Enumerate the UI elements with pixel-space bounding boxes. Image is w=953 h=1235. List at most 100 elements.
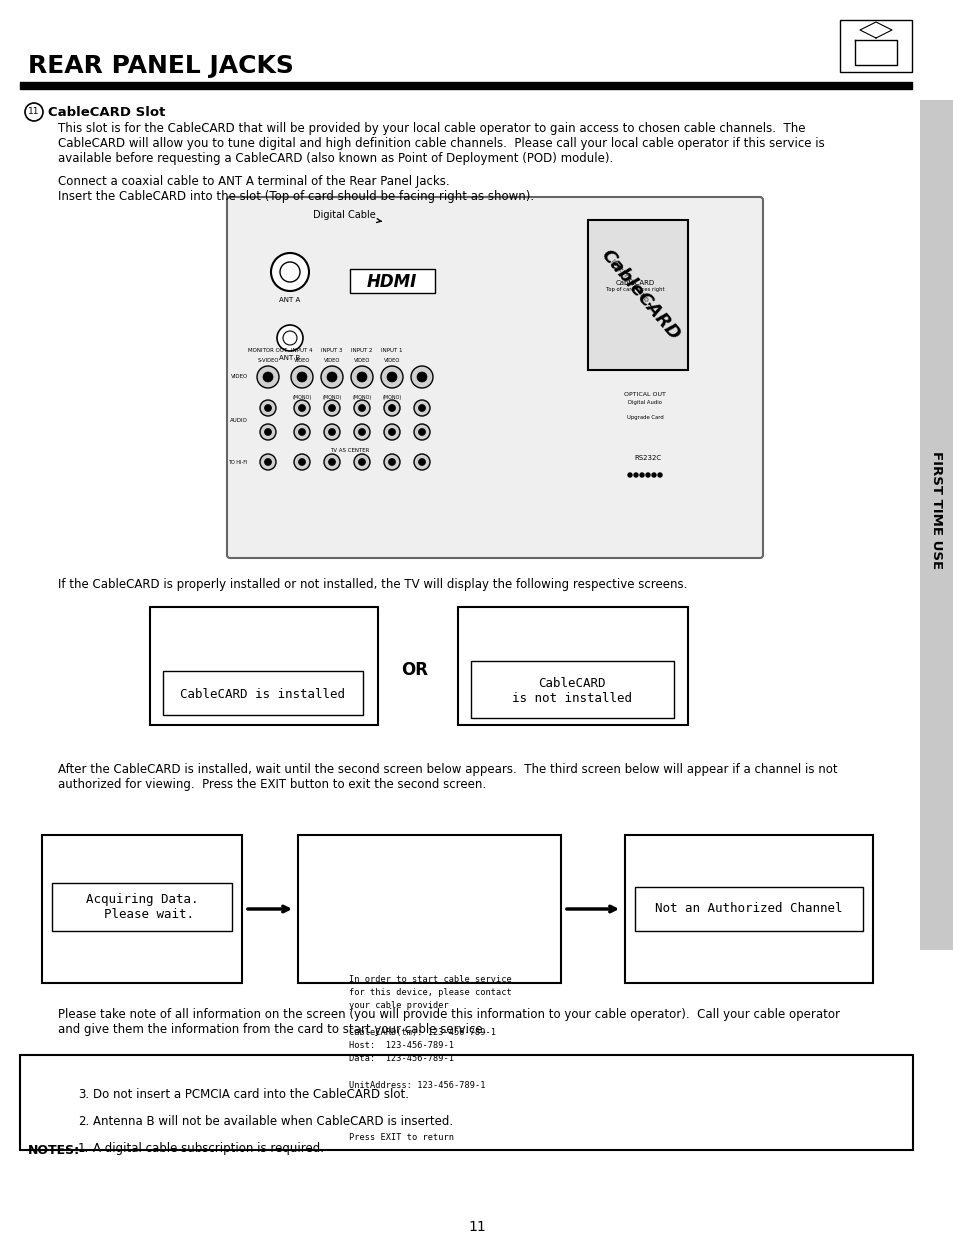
Text: CableCARD: CableCARD <box>597 246 682 343</box>
Circle shape <box>418 405 425 411</box>
Text: 2.: 2. <box>78 1115 90 1128</box>
FancyBboxPatch shape <box>635 887 862 931</box>
Circle shape <box>418 429 425 436</box>
Text: In order to start cable service
for this device, please contact
your cable provi: In order to start cable service for this… <box>348 974 511 1142</box>
Text: INPUT 1: INPUT 1 <box>381 348 402 353</box>
Circle shape <box>388 429 395 436</box>
Circle shape <box>263 372 273 382</box>
Circle shape <box>418 458 425 466</box>
Text: After the CableCARD is installed, wait until the second screen below appears.  T: After the CableCARD is installed, wait u… <box>58 763 837 790</box>
Text: S-VIDEO: S-VIDEO <box>257 358 278 363</box>
Text: TV AS CENTER: TV AS CENTER <box>330 448 370 453</box>
Circle shape <box>384 424 399 440</box>
Text: VIDEO: VIDEO <box>383 358 399 363</box>
Circle shape <box>411 366 433 388</box>
Text: CableCARD is installed: CableCARD is installed <box>180 688 345 701</box>
Text: (MONO): (MONO) <box>292 395 312 400</box>
Circle shape <box>354 400 370 416</box>
Circle shape <box>298 429 305 436</box>
Circle shape <box>264 429 272 436</box>
Text: Digital Cable: Digital Cable <box>313 210 381 222</box>
Text: MONITOR OUT: MONITOR OUT <box>248 348 287 353</box>
Circle shape <box>358 458 365 466</box>
Circle shape <box>388 405 395 411</box>
Circle shape <box>384 454 399 471</box>
Text: Acquiring Data.
  Please wait.: Acquiring Data. Please wait. <box>86 893 198 921</box>
Text: HDMI: HDMI <box>367 273 416 291</box>
Text: A digital cable subscription is required.: A digital cable subscription is required… <box>92 1142 324 1155</box>
Circle shape <box>271 253 309 291</box>
Text: Top of card faces right: Top of card faces right <box>605 287 663 291</box>
Circle shape <box>298 458 305 466</box>
Circle shape <box>354 424 370 440</box>
Circle shape <box>414 424 430 440</box>
Text: (MONO): (MONO) <box>322 395 341 400</box>
FancyBboxPatch shape <box>587 220 687 370</box>
Text: VIDEO: VIDEO <box>231 374 248 379</box>
Circle shape <box>414 400 430 416</box>
Circle shape <box>260 424 275 440</box>
Circle shape <box>358 405 365 411</box>
Text: 11: 11 <box>29 107 40 116</box>
Circle shape <box>324 424 339 440</box>
Text: CableCARD Slot: CableCARD Slot <box>48 106 165 119</box>
Circle shape <box>298 405 305 411</box>
Circle shape <box>627 473 631 477</box>
Circle shape <box>414 454 430 471</box>
Text: ANT B: ANT B <box>279 354 300 361</box>
Circle shape <box>384 400 399 416</box>
Circle shape <box>358 429 365 436</box>
Text: VIDEO: VIDEO <box>323 358 340 363</box>
Text: INPUT 3: INPUT 3 <box>321 348 342 353</box>
FancyBboxPatch shape <box>457 606 687 725</box>
FancyBboxPatch shape <box>471 661 673 718</box>
Text: Do not insert a PCMCIA card into the CableCARD slot.: Do not insert a PCMCIA card into the Cab… <box>92 1088 409 1100</box>
Text: Antenna B will not be available when CableCARD is inserted.: Antenna B will not be available when Cab… <box>92 1115 453 1128</box>
Circle shape <box>324 400 339 416</box>
FancyBboxPatch shape <box>919 100 953 950</box>
Text: TO HI-FI: TO HI-FI <box>229 459 248 464</box>
Circle shape <box>260 400 275 416</box>
Circle shape <box>294 400 310 416</box>
Circle shape <box>264 405 272 411</box>
FancyBboxPatch shape <box>42 835 242 983</box>
Circle shape <box>354 454 370 471</box>
Circle shape <box>256 366 278 388</box>
Text: (MONO): (MONO) <box>382 395 401 400</box>
Text: INSERT THIS END ►: INSERT THIS END ► <box>610 258 653 308</box>
FancyBboxPatch shape <box>227 198 762 558</box>
Text: INPUT 4: INPUT 4 <box>291 348 313 353</box>
Text: 11: 11 <box>468 1220 485 1234</box>
FancyBboxPatch shape <box>163 671 363 715</box>
FancyBboxPatch shape <box>150 606 377 725</box>
Circle shape <box>328 429 335 436</box>
FancyBboxPatch shape <box>297 835 560 983</box>
FancyBboxPatch shape <box>350 269 435 293</box>
Text: If the CableCARD is properly installed or not installed, the TV will display the: If the CableCARD is properly installed o… <box>58 578 687 592</box>
Circle shape <box>327 372 336 382</box>
FancyBboxPatch shape <box>624 835 872 983</box>
Circle shape <box>380 366 402 388</box>
Circle shape <box>296 372 307 382</box>
FancyBboxPatch shape <box>840 20 911 72</box>
Circle shape <box>388 458 395 466</box>
Text: INPUT 2: INPUT 2 <box>351 348 373 353</box>
Circle shape <box>356 372 367 382</box>
Circle shape <box>351 366 373 388</box>
Circle shape <box>324 454 339 471</box>
Text: This slot is for the CableCARD that will be provided by your local cable operato: This slot is for the CableCARD that will… <box>58 122 824 165</box>
Text: Upgrade Card: Upgrade Card <box>626 415 662 420</box>
Circle shape <box>387 372 396 382</box>
Text: FIRST TIME USE: FIRST TIME USE <box>929 451 943 569</box>
Text: AUDIO: AUDIO <box>230 417 248 422</box>
Circle shape <box>294 424 310 440</box>
FancyBboxPatch shape <box>52 883 232 931</box>
Circle shape <box>320 366 343 388</box>
Circle shape <box>651 473 656 477</box>
Text: Not an Authorized Channel: Not an Authorized Channel <box>655 903 841 915</box>
Text: VIDEO: VIDEO <box>354 358 370 363</box>
Circle shape <box>416 372 427 382</box>
Text: OR: OR <box>401 661 428 679</box>
Text: NOTES:: NOTES: <box>28 1144 80 1157</box>
Text: 1.: 1. <box>78 1142 90 1155</box>
